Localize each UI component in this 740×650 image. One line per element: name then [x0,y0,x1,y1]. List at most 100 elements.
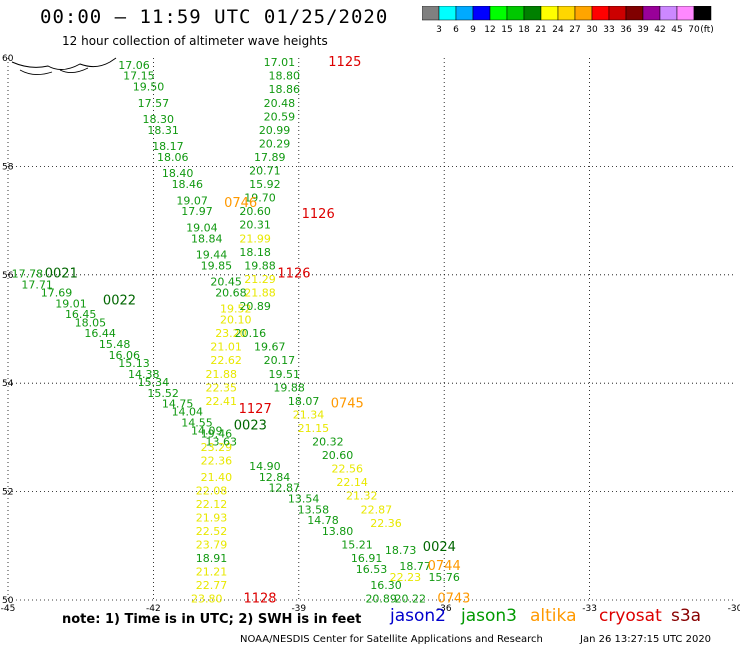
swh-data-label: 22.08 [196,484,228,497]
swh-data-label: 21.88 [206,368,238,381]
swh-data-label: 18.84 [191,232,223,245]
swh-data-label: 18.06 [157,151,189,164]
swh-data-label: 19.52 [220,303,252,316]
swh-data-label: 15.34 [138,376,170,389]
swh-data-label: 13.58 [298,503,330,516]
pass-time-label: 1126 [277,267,310,282]
swh-data-label: 18.73 [385,544,417,557]
swh-data-label: 20.22 [395,593,427,606]
swh-data-label: 21.32 [346,490,378,503]
colorbar-tick-label: 27 [569,25,580,35]
swh-data-label: 22.23 [390,571,422,584]
swh-data-label: 16.44 [84,327,116,340]
swh-data-label: 18.30 [142,113,174,126]
lon-tick-label: -45 [1,604,16,614]
swh-data-label: 17.78 [12,268,44,281]
swh-data-label: 13.63 [206,436,238,449]
swh-data-label: 23.29 [201,441,233,454]
lon-tick-label: -36 [437,604,452,614]
swh-data-label: 18.86 [269,83,301,96]
swh-data-label: 20.48 [264,97,296,110]
colorbar-tick-label: 36 [620,25,632,35]
swh-data-label: 14.78 [307,514,339,527]
swh-data-label: 22.12 [196,498,228,511]
swh-data-label: 21.40 [201,471,233,484]
footnote: note: 1) Time is in UTC; 2) SWH is in fe… [62,612,362,627]
pass-time-label: 1128 [243,592,276,607]
swh-data-label: 20.89 [239,300,271,313]
lon-tick-label: -33 [582,604,597,614]
swh-data-label: 18.46 [172,178,204,191]
swh-data-label: 22.14 [336,476,368,489]
page-title: 00:00 – 11:59 UTC 01/25/2020 [40,6,389,28]
swh-data-label: 18.17 [152,140,184,153]
swh-data-label: 16.30 [370,579,402,592]
coastline [11,57,117,70]
coastline [19,67,89,75]
swh-data-label: 20.32 [312,436,344,449]
swh-data-label: 20.45 [210,276,242,289]
colorbar-tick-label: 45 [671,25,682,35]
swh-data-label: 19.67 [254,341,286,354]
pass-time-label: 0023 [234,418,267,433]
swh-data-label: 19.07 [176,194,208,207]
swh-data-label: 18.91 [196,552,228,565]
colorbar-tick-label: 42 [654,25,665,35]
swh-data-label: 20.10 [220,314,252,327]
swh-data-label: 22.41 [206,395,238,408]
legend-jason3: jason3 [461,606,517,626]
swh-data-label: 21.93 [196,511,228,524]
pass-time-label: 1126 [302,207,335,222]
swh-data-label: 12.87 [269,482,301,495]
swh-data-label: 17.97 [181,205,213,218]
swh-data-label: 18.07 [288,395,320,408]
swh-data-label: 19.50 [133,81,165,94]
lat-tick-label: 58 [2,162,14,172]
swh-data-label: 19.04 [186,221,218,234]
swh-data-label: 23.80 [191,593,223,606]
swh-data-label: 22.35 [206,381,238,394]
swh-data-label: 14.55 [181,417,213,430]
colorbar-unit: (ft) [700,25,714,35]
swh-data-label: 18.77 [399,560,431,573]
credit-text: NOAA/NESDIS Center for Satellite Applica… [240,634,543,645]
legend-jason2: jason2 [390,606,446,626]
swh-data-label: 17.69 [41,286,73,299]
swh-data-label: 14.38 [128,368,160,381]
swh-data-label: 22.52 [196,525,228,538]
colorbar-swatch [693,6,712,21]
pass-time-label: 0022 [103,294,136,309]
lon-tick-label: -39 [291,604,306,614]
pass-time-label: 0021 [45,267,78,282]
colorbar-tick-label: 15 [501,25,512,35]
swh-data-label: 13.54 [288,492,320,505]
swh-data-label: 16.06 [109,349,141,362]
swh-data-label: 18.31 [147,124,179,137]
swh-data-label: 19.88 [244,259,276,272]
swh-data-label: 21.88 [244,286,276,299]
swh-data-label: 20.60 [322,449,354,462]
swh-data-label: 20.17 [264,354,296,367]
swh-data-label: 14.75 [162,398,194,411]
swh-data-label: 21.15 [298,422,330,435]
swh-data-label: 17.01 [264,56,296,69]
swh-data-label: 15.76 [428,571,460,584]
swh-data-label: 16.91 [351,552,383,565]
swh-data-label: 22.87 [361,503,393,516]
swh-data-label: 19.44 [196,249,228,262]
swh-data-label: 15.13 [118,357,150,370]
swh-data-label: 22.56 [332,463,364,476]
swh-data-label: 14.04 [172,406,204,419]
swh-data-label: 20.31 [239,219,271,232]
legend-s3a: s3a [671,606,702,626]
colorbar-tick-label: 39 [637,25,649,35]
swh-data-label: 18.80 [269,70,301,83]
swh-data-label: 20.59 [264,110,296,123]
swh-data-label: 14.90 [249,460,281,473]
swh-data-label: 23.79 [196,539,228,552]
colorbar-tick-label: 21 [535,25,546,35]
swh-data-label: 22.36 [370,517,402,530]
swh-data-label: 13.80 [322,525,354,538]
swh-data-label: 16.45 [65,308,97,321]
